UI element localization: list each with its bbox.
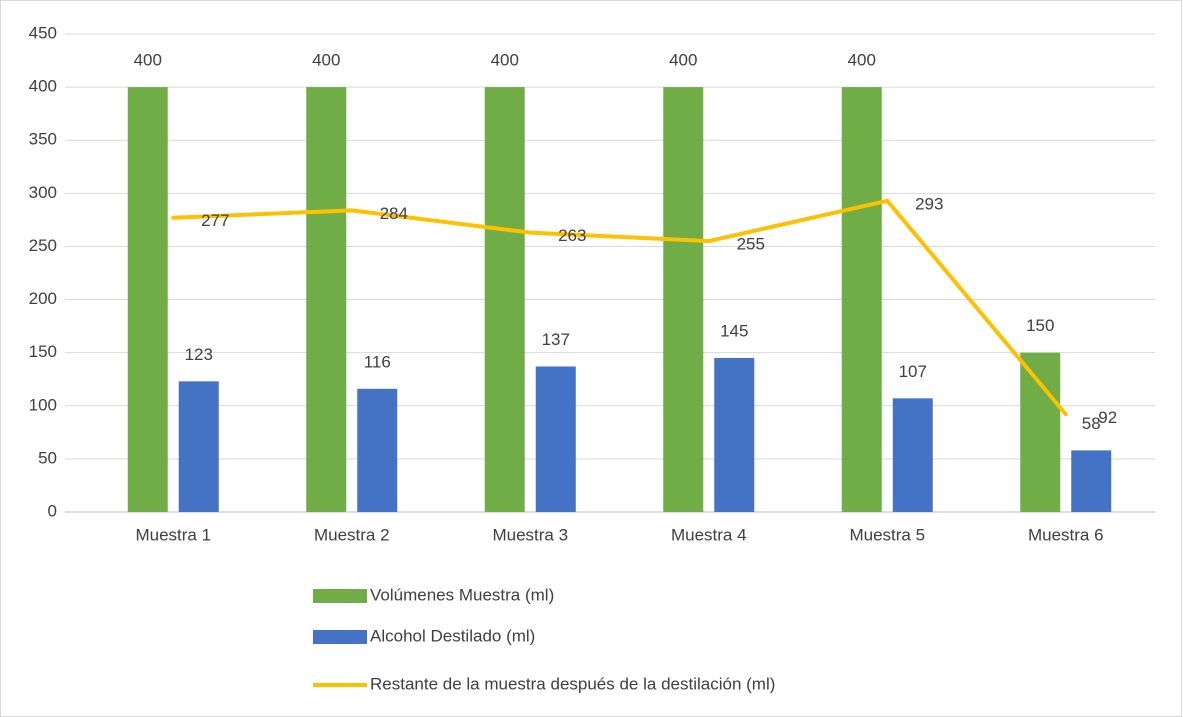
y-tick-label: 350 bbox=[29, 130, 57, 149]
y-tick-label: 100 bbox=[29, 395, 57, 414]
bar bbox=[127, 87, 168, 512]
bar bbox=[306, 87, 347, 512]
data-label: 400 bbox=[848, 51, 876, 70]
y-tick-label: 50 bbox=[38, 448, 57, 467]
legend-swatch bbox=[313, 589, 367, 603]
bar bbox=[1020, 352, 1061, 512]
data-label: 107 bbox=[899, 362, 927, 381]
data-label: 116 bbox=[364, 352, 391, 371]
data-label: 145 bbox=[720, 321, 748, 340]
x-tick-label: Muestra 6 bbox=[1028, 525, 1104, 544]
y-tick-label: 250 bbox=[29, 236, 57, 255]
data-label: 58 bbox=[1082, 414, 1101, 433]
bar bbox=[484, 87, 525, 512]
data-label: 92 bbox=[1098, 408, 1117, 427]
data-label: 400 bbox=[134, 51, 162, 70]
x-tick-label: Muestra 1 bbox=[135, 525, 211, 544]
y-tick-label: 200 bbox=[29, 289, 57, 308]
bar bbox=[892, 398, 933, 512]
legend-label: Volúmenes Muestra (ml) bbox=[370, 585, 554, 604]
y-tick-label: 0 bbox=[48, 501, 57, 520]
bar bbox=[178, 381, 219, 512]
y-tick-label: 400 bbox=[29, 77, 57, 96]
data-label: 137 bbox=[542, 330, 570, 349]
bar bbox=[841, 87, 882, 512]
data-label: 255 bbox=[737, 235, 765, 254]
data-label: 293 bbox=[915, 194, 943, 213]
bar bbox=[357, 388, 398, 512]
x-tick-label: Muestra 3 bbox=[492, 525, 568, 544]
bar bbox=[1071, 450, 1112, 512]
y-tick-label: 300 bbox=[29, 183, 57, 202]
data-label: 284 bbox=[380, 204, 408, 223]
y-tick-label: 450 bbox=[29, 23, 57, 42]
data-label: 277 bbox=[201, 211, 229, 230]
legend-swatch bbox=[313, 630, 367, 644]
y-tick-label: 150 bbox=[29, 342, 57, 361]
data-label: 150 bbox=[1026, 316, 1054, 335]
x-tick-label: Muestra 5 bbox=[849, 525, 925, 544]
legend-label: Restante de la muestra después de la des… bbox=[370, 674, 775, 693]
legend-label: Alcohol Destilado (ml) bbox=[370, 626, 535, 645]
bar bbox=[714, 357, 755, 512]
data-label: 400 bbox=[491, 51, 519, 70]
x-tick-label: Muestra 4 bbox=[671, 525, 747, 544]
bar bbox=[535, 366, 576, 512]
data-label: 400 bbox=[669, 51, 697, 70]
x-tick-label: Muestra 2 bbox=[314, 525, 390, 544]
line bbox=[171, 198, 1068, 417]
data-label: 263 bbox=[558, 226, 586, 245]
data-label: 123 bbox=[185, 345, 213, 364]
data-label: 400 bbox=[312, 51, 340, 70]
bar bbox=[663, 87, 704, 512]
